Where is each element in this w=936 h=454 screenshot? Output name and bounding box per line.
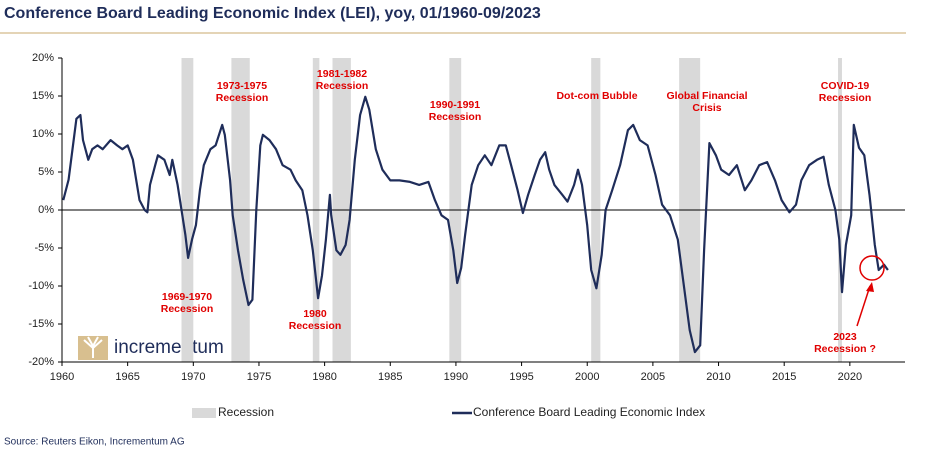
y-tick-label: -20% <box>28 356 54 368</box>
y-tick-label: 5% <box>38 166 54 178</box>
x-tick-label: 2020 <box>838 371 862 383</box>
annotation: Recession <box>216 92 269 104</box>
series-line <box>62 95 889 354</box>
y-tick-label: 0% <box>38 204 54 216</box>
x-tick-label: 2005 <box>641 371 665 383</box>
source: Source: Reuters Eikon, Incrementum AG <box>4 437 185 448</box>
x-tick-label: 1970 <box>181 371 205 383</box>
legend-swatch <box>192 408 216 418</box>
y-tick-label: -10% <box>28 280 54 292</box>
x-tick-label: 1990 <box>444 371 468 383</box>
arrow-head <box>866 282 874 292</box>
y-tick-label: -15% <box>28 318 54 330</box>
x-tick-label: 2010 <box>706 371 730 383</box>
y-tick-label: 20% <box>32 52 54 64</box>
annotation: 2023 <box>833 331 857 343</box>
logo-text: incrementum <box>114 337 224 358</box>
logo-icon <box>78 336 108 360</box>
highlight-arrow <box>856 285 871 327</box>
legend-label: Recession <box>218 405 274 419</box>
legend-label: Conference Board Leading Economic Index <box>473 405 705 419</box>
annotation: Crisis <box>692 102 721 114</box>
annotation: 1990-1991 <box>430 99 480 111</box>
x-tick-label: 2015 <box>772 371 796 383</box>
x-tick-label: 1960 <box>50 371 74 383</box>
y-tick-label: 15% <box>32 90 54 102</box>
y-tick-label: 10% <box>32 128 54 140</box>
x-tick-label: 1985 <box>378 371 402 383</box>
annotation: Recession ? <box>814 343 876 355</box>
annotation: Recession <box>289 320 342 332</box>
annotation: 1981-1982 <box>317 68 367 80</box>
annotation: Recession <box>161 303 214 315</box>
annotation: 1969-1970 <box>162 291 212 303</box>
annotation: Recession <box>316 80 369 92</box>
annotation: COVID-19 <box>821 80 870 92</box>
annotation: Recession <box>819 92 872 104</box>
x-tick-label: 1995 <box>509 371 533 383</box>
annotation: 1973-1975 <box>217 80 267 92</box>
x-tick-label: 1965 <box>115 371 139 383</box>
y-tick-label: -5% <box>34 242 54 254</box>
annotation: Recession <box>429 111 482 123</box>
annotation: Dot-com Bubble <box>556 90 637 102</box>
annotation: 1980 <box>303 308 327 320</box>
x-tick-label: 1975 <box>247 371 271 383</box>
x-tick-label: 1980 <box>312 371 336 383</box>
highlight-circle <box>859 255 885 281</box>
annotation: Global Financial <box>666 90 747 102</box>
x-tick-label: 2000 <box>575 371 599 383</box>
chart-title: Conference Board Leading Economic Index … <box>4 5 541 22</box>
